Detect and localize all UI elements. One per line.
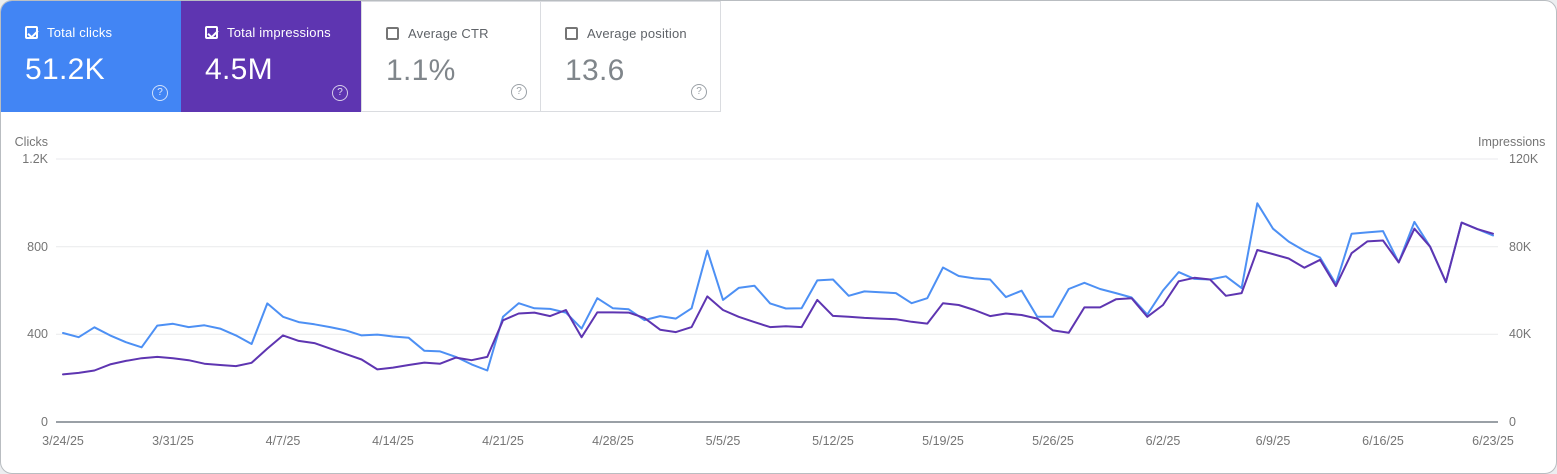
series-line-clicks: [62, 202, 1494, 372]
help-icon[interactable]: ?: [691, 84, 707, 100]
x-axis-label: 3/31/25: [152, 434, 194, 448]
card-label: Average CTR: [408, 26, 489, 41]
total-clicks-value: 51.2K: [25, 53, 105, 86]
x-axis-label: 5/26/25: [1032, 434, 1074, 448]
x-axis-label: 5/12/25: [812, 434, 854, 448]
checkbox-total-clicks[interactable]: [25, 26, 38, 39]
card-total-clicks[interactable]: Total clicks 51.2K ?: [1, 1, 181, 112]
series-line-impressions: [62, 221, 1494, 376]
x-axis-label: 6/23/25: [1472, 434, 1514, 448]
left-axis-title: Clicks: [14, 135, 48, 149]
x-axis-label: 4/21/25: [482, 434, 524, 448]
checkbox-total-impressions[interactable]: [205, 26, 218, 39]
right-axis-title: Impressions: [1478, 135, 1546, 149]
right-axis-tick: 40K: [1509, 327, 1532, 341]
card-average-ctr[interactable]: Average CTR 1.1% ?: [361, 1, 541, 112]
x-axis-label: 6/16/25: [1362, 434, 1404, 448]
help-icon[interactable]: ?: [511, 84, 527, 100]
left-axis-tick: 0: [41, 415, 48, 429]
card-average-position[interactable]: Average position 13.6 ?: [541, 1, 721, 112]
x-axis-label: 6/9/25: [1255, 434, 1291, 448]
checkbox-average-ctr[interactable]: [386, 27, 399, 40]
average-ctr-value: 1.1%: [386, 54, 456, 87]
x-axis-label: 5/5/25: [705, 434, 741, 448]
x-axis-label: 4/14/25: [372, 434, 414, 448]
metric-cards-row: Total clicks 51.2K ? Total impressions 4…: [1, 1, 721, 112]
x-axis-label: 5/19/25: [922, 434, 964, 448]
x-axis-label: 4/28/25: [592, 434, 634, 448]
left-axis-tick: 1.2K: [22, 152, 48, 166]
left-axis-tick: 800: [27, 240, 48, 254]
left-axis-tick: 400: [27, 327, 48, 341]
x-axis-label: 4/7/25: [265, 434, 301, 448]
right-axis-tick: 120K: [1509, 152, 1539, 166]
checkbox-average-position[interactable]: [565, 27, 578, 40]
right-axis-tick: 0: [1509, 415, 1516, 429]
right-axis-tick: 80K: [1509, 240, 1532, 254]
total-impressions-value: 4.5M: [205, 53, 273, 86]
card-total-impressions[interactable]: Total impressions 4.5M ?: [181, 1, 361, 112]
x-axis-label: 3/24/25: [42, 434, 84, 448]
card-label: Total clicks: [47, 25, 113, 40]
card-label: Average position: [587, 26, 687, 41]
x-axis-label: 6/2/25: [1145, 434, 1181, 448]
card-label: Total impressions: [227, 25, 331, 40]
average-position-value: 13.6: [565, 54, 625, 87]
help-icon[interactable]: ?: [332, 85, 348, 101]
help-icon[interactable]: ?: [152, 85, 168, 101]
